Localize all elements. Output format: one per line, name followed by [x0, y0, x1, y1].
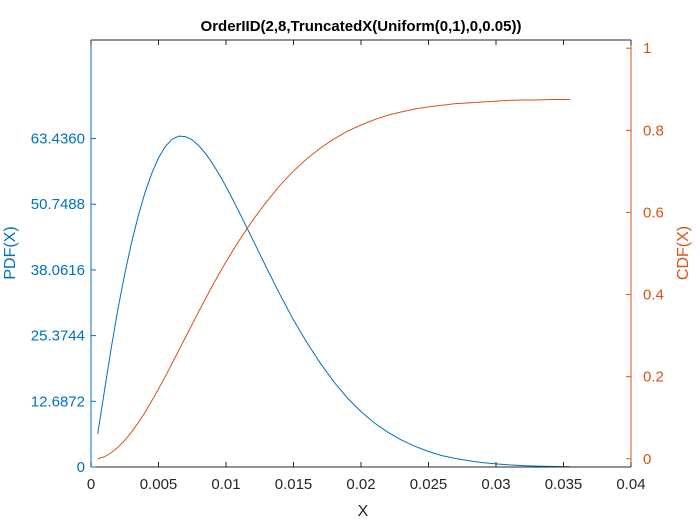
left-y-tick-label: 0: [77, 459, 85, 476]
right-y-tick-label: 1: [643, 40, 651, 57]
x-tick-label: 0.03: [481, 476, 510, 493]
pdf-series-line: [97, 135, 571, 468]
left-y-tick-label: 50.7488: [31, 196, 85, 213]
x-axis-label: X: [358, 503, 369, 520]
x-tick-label: 0.02: [346, 476, 375, 493]
right-y-tick-label: 0.6: [643, 204, 664, 221]
left-y-tick-label: 25.3744: [31, 328, 85, 345]
x-tick-label: 0.025: [410, 476, 448, 493]
left-y-tick-label: 63.4360: [31, 131, 85, 148]
x-tick-label: 0.005: [140, 476, 178, 493]
x-tick-label: 0.015: [275, 476, 313, 493]
axes-layer: 0 0.005 0.01 0.015 0.02 0.025 0.03 0.035 0.04012…: [31, 39, 664, 493]
right-y-tick-label: 0.8: [643, 122, 664, 139]
x-tick-label: 0: [87, 476, 95, 493]
x-tick-label: 0.04: [616, 476, 645, 493]
chart-title: OrderIID(2,8,TruncatedX(Uniform(0,1),0,0…: [201, 18, 522, 35]
series-layer: [97, 99, 571, 468]
left-y-axis-label: PDF(X): [2, 226, 19, 279]
x-tick-label: 0.01: [211, 476, 240, 493]
plot-area: [91, 40, 631, 467]
right-y-tick-label: 0.2: [643, 369, 664, 386]
left-y-tick-label: 38.0616: [31, 262, 85, 279]
right-y-tick-label: 0: [643, 451, 651, 468]
left-y-tick-label: 12.6872: [31, 393, 85, 410]
x-tick-label: 0.035: [545, 476, 583, 493]
cdf-series-line: [97, 99, 571, 460]
right-y-axis-label: CDF(X): [675, 226, 692, 280]
right-y-tick-label: 0.4: [643, 287, 664, 304]
